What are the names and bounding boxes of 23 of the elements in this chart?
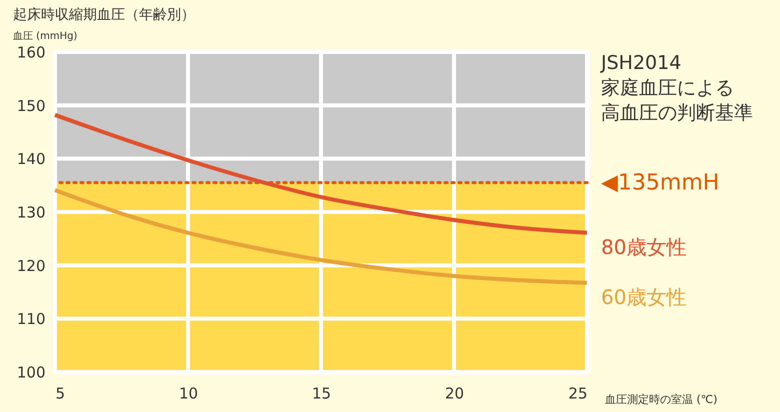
y-tick-label: 130 [16,204,46,222]
y-tick-label: 110 [16,310,46,328]
y-tick-label: 150 [16,96,46,115]
x-tick-label: 25 [568,384,588,402]
x-axis-title: 血圧測定時の室温 (℃) [605,393,718,406]
y-tick-label: 100 [16,364,46,382]
series-label: 80歳女性 [601,234,686,259]
text: 家庭血圧による [601,77,734,99]
x-tick-label: 20 [444,384,464,402]
y-axis-title: 血圧 (mmHg) [13,30,78,42]
x-tick-label: 15 [312,384,332,402]
chart-title: 起床時収縮期血圧（年齢別） [13,7,195,23]
series-label: 60歳女性 [601,284,686,309]
x-tick-label: 10 [178,384,198,402]
y-tick-label: 120 [16,256,46,275]
x-tick-label: 5 [56,384,66,402]
line-series [53,112,589,235]
text: JSH2014 [600,52,682,74]
ref-line-label: ◀135mmH [601,170,720,196]
line-series [53,188,589,285]
y-tick-label: 160 [16,44,46,62]
y-tick-label: 140 [16,150,46,168]
text: 高血圧の判断基準 [601,102,753,124]
